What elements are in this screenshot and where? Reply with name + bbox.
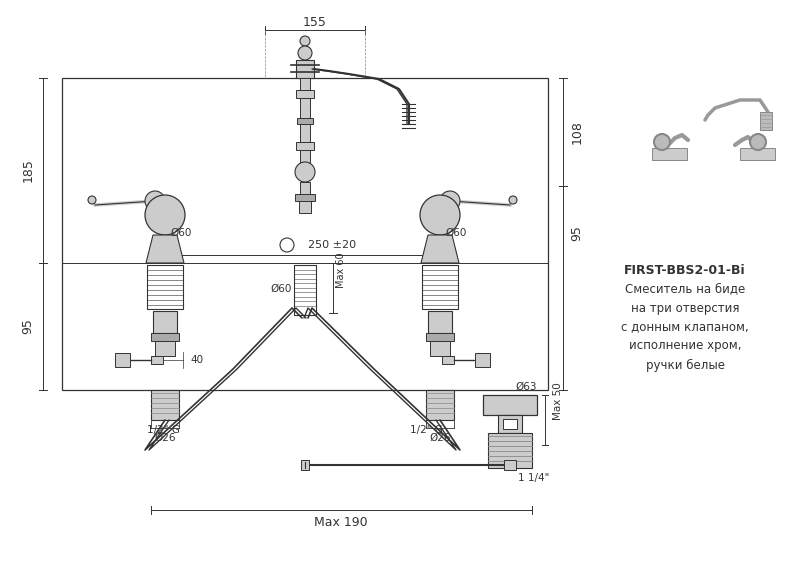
- Bar: [296, 90, 314, 98]
- Circle shape: [145, 195, 185, 235]
- Text: 40: 40: [190, 355, 203, 365]
- Text: Ø60: Ø60: [445, 228, 466, 238]
- Text: 1/2" G: 1/2" G: [147, 425, 180, 435]
- Bar: [475, 353, 490, 367]
- Text: 108: 108: [570, 120, 583, 144]
- Bar: [300, 98, 310, 118]
- Bar: [62, 78, 548, 390]
- Text: на три отверстия: на три отверстия: [630, 302, 739, 315]
- Text: 1 1/4": 1 1/4": [518, 473, 550, 483]
- Text: 95: 95: [570, 225, 583, 241]
- Text: Max 190: Max 190: [314, 516, 368, 529]
- Circle shape: [280, 238, 294, 252]
- Text: Ø26: Ø26: [154, 433, 176, 443]
- Bar: [300, 150, 310, 165]
- Bar: [151, 333, 179, 341]
- Circle shape: [420, 195, 460, 235]
- Bar: [151, 390, 179, 420]
- Bar: [428, 311, 452, 333]
- Bar: [151, 356, 163, 364]
- Bar: [299, 201, 311, 213]
- Bar: [483, 395, 537, 415]
- Text: Max 50: Max 50: [553, 382, 563, 420]
- Bar: [295, 194, 315, 201]
- Bar: [422, 265, 458, 309]
- Bar: [300, 124, 310, 142]
- Text: Ø26: Ø26: [430, 433, 450, 443]
- Bar: [300, 182, 310, 194]
- Text: 1/2" G: 1/2" G: [410, 425, 443, 435]
- Circle shape: [440, 191, 460, 211]
- Circle shape: [750, 134, 766, 150]
- Bar: [426, 390, 454, 420]
- Text: 155: 155: [303, 15, 327, 28]
- Polygon shape: [421, 235, 459, 263]
- Bar: [115, 353, 130, 367]
- Bar: [498, 415, 522, 433]
- Bar: [155, 341, 175, 356]
- Text: 185: 185: [22, 158, 34, 182]
- Text: FIRST-BBS2-01-Bi: FIRST-BBS2-01-Bi: [624, 263, 746, 277]
- Text: с донным клапаном,: с донным клапаном,: [621, 320, 749, 333]
- Bar: [301, 460, 309, 470]
- Text: 95: 95: [22, 318, 34, 334]
- Bar: [740, 148, 775, 160]
- Bar: [153, 311, 177, 333]
- Text: Ø60: Ø60: [270, 284, 291, 294]
- Text: 250 ±20: 250 ±20: [308, 240, 356, 250]
- Polygon shape: [146, 235, 184, 263]
- Circle shape: [654, 134, 670, 150]
- Bar: [430, 341, 450, 356]
- Bar: [760, 112, 772, 130]
- Circle shape: [509, 196, 517, 204]
- Bar: [300, 78, 310, 90]
- Bar: [426, 333, 454, 341]
- Bar: [297, 118, 313, 124]
- Circle shape: [145, 191, 165, 211]
- Text: Max 60: Max 60: [336, 253, 346, 288]
- Bar: [147, 265, 183, 309]
- Circle shape: [298, 46, 312, 60]
- Circle shape: [300, 36, 310, 46]
- Bar: [652, 148, 687, 160]
- Bar: [503, 419, 517, 429]
- Bar: [488, 433, 532, 468]
- Text: ручки белые: ручки белые: [646, 358, 725, 372]
- Bar: [504, 460, 516, 470]
- Text: Ø63: Ø63: [515, 382, 537, 392]
- Bar: [294, 265, 316, 315]
- Circle shape: [295, 162, 315, 182]
- Circle shape: [88, 196, 96, 204]
- Bar: [296, 60, 314, 78]
- Bar: [296, 142, 314, 150]
- Text: Смеситель на биде: Смеситель на биде: [625, 282, 745, 295]
- Text: Ø60: Ø60: [170, 228, 191, 238]
- Bar: [442, 356, 454, 364]
- Text: исполнение хром,: исполнение хром,: [629, 340, 742, 353]
